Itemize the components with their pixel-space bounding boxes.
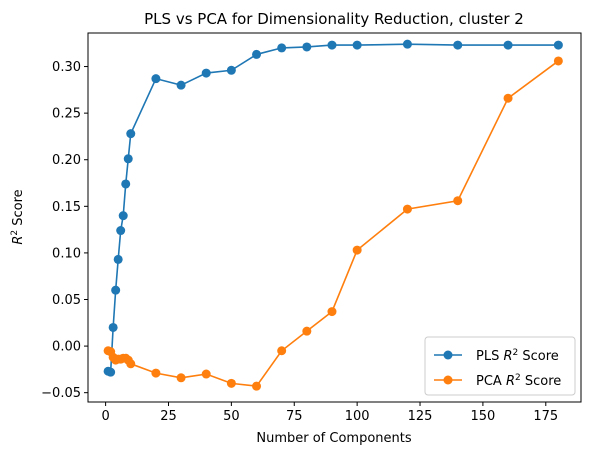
data-point-1-16 xyxy=(302,326,312,336)
legend-pls-label: PLS R2 Score xyxy=(476,348,559,364)
data-point-0-6 xyxy=(118,211,128,221)
y-tick-label-2: 0.05 xyxy=(52,293,81,308)
data-point-0-13 xyxy=(226,65,236,75)
data-point-1-21 xyxy=(503,93,513,103)
data-point-0-5 xyxy=(116,226,126,236)
data-point-1-18 xyxy=(352,245,362,255)
data-point-0-2 xyxy=(108,322,118,332)
data-point-0-17 xyxy=(327,40,337,50)
data-point-1-15 xyxy=(277,346,287,356)
x-tick-label-3: 75 xyxy=(286,409,303,424)
legend-pls-marker xyxy=(443,350,453,360)
y-tick-label-0: −0.05 xyxy=(41,386,81,401)
data-point-1-22 xyxy=(553,56,563,66)
data-point-0-14 xyxy=(252,49,262,59)
x-tick-label-7: 175 xyxy=(533,409,558,424)
data-point-1-19 xyxy=(402,204,412,214)
data-point-0-21 xyxy=(503,40,513,50)
data-point-0-3 xyxy=(111,285,121,295)
data-point-0-11 xyxy=(176,80,186,90)
data-point-0-8 xyxy=(123,154,133,164)
data-point-0-7 xyxy=(121,179,131,189)
chart-title: PLS vs PCA for Dimensionality Reduction,… xyxy=(144,10,524,28)
y-tick-label-1: 0.00 xyxy=(52,340,81,355)
y-axis-label: R2 Score xyxy=(10,189,26,244)
data-point-0-16 xyxy=(302,42,312,52)
data-point-0-18 xyxy=(352,40,362,50)
y-tick-label-6: 0.25 xyxy=(52,107,81,122)
data-point-0-15 xyxy=(277,43,287,53)
y-tick-label-4: 0.15 xyxy=(52,200,81,215)
data-point-0-1 xyxy=(106,367,116,377)
x-tick-label-4: 100 xyxy=(345,409,370,424)
series-layer xyxy=(103,39,563,391)
data-point-1-14 xyxy=(252,381,262,391)
data-point-0-20 xyxy=(453,40,463,50)
y-tick-label-5: 0.20 xyxy=(52,153,81,168)
data-point-0-22 xyxy=(553,40,563,50)
data-point-1-10 xyxy=(151,368,161,378)
x-tick-label-2: 50 xyxy=(223,409,240,424)
x-tick-label-0: 0 xyxy=(101,409,109,424)
data-point-1-13 xyxy=(226,378,236,388)
y-tick-label-3: 0.10 xyxy=(52,246,81,261)
data-point-1-17 xyxy=(327,307,337,317)
data-point-0-10 xyxy=(151,74,161,84)
x-axis-label: Number of Components xyxy=(256,431,411,446)
legend-pca-marker xyxy=(443,375,453,385)
data-point-1-20 xyxy=(453,196,463,206)
legend-pca-label: PCA R2 Score xyxy=(476,373,561,389)
data-point-1-12 xyxy=(201,369,211,379)
legend-frame xyxy=(424,336,576,396)
legend: PLS R2 Score PCA R2 Score xyxy=(424,336,576,396)
data-point-0-19 xyxy=(402,39,412,49)
x-tick-label-6: 150 xyxy=(470,409,495,424)
x-tick-label-5: 125 xyxy=(408,409,433,424)
plot-frame xyxy=(87,32,582,403)
data-point-0-9 xyxy=(126,129,136,139)
x-tick-label-1: 25 xyxy=(160,409,177,424)
axes-layer: 0 25 50 75 100 125 150 175 −0.05 0.00 0.05 0.10 0.15… xyxy=(41,32,582,424)
data-point-1-9 xyxy=(126,359,136,369)
data-point-0-12 xyxy=(201,68,211,78)
data-point-1-11 xyxy=(176,373,186,383)
data-point-0-4 xyxy=(113,254,123,264)
y-tick-label-7: 0.30 xyxy=(52,60,81,75)
